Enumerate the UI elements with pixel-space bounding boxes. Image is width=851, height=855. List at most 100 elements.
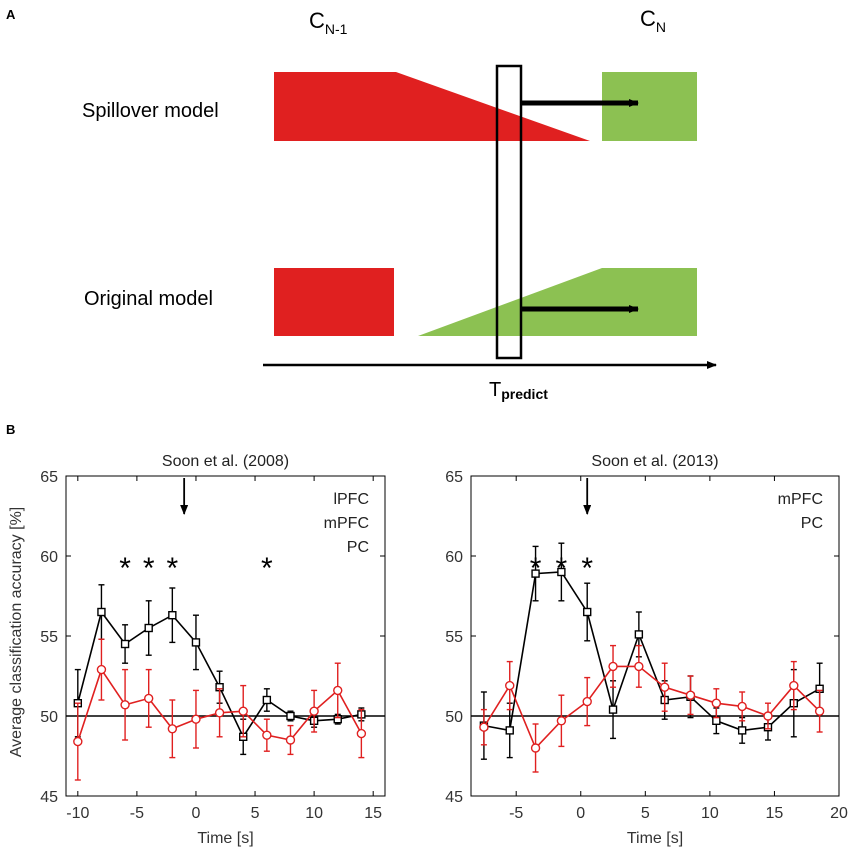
significance-star: * xyxy=(261,552,273,585)
y-tick-label: 45 xyxy=(445,789,463,806)
x-tick-label: 15 xyxy=(364,805,382,822)
data-point-circle xyxy=(120,700,130,710)
x-tick-label: 15 xyxy=(766,805,784,822)
data-point-circle xyxy=(685,690,696,700)
legend-entry: mPFC xyxy=(324,515,369,532)
significance-star: * xyxy=(119,552,131,585)
cn-minus-1-header: CN-1 xyxy=(309,8,348,37)
y-tick-label: 65 xyxy=(40,469,58,486)
data-point-square xyxy=(712,716,721,725)
x-tick-label: 20 xyxy=(830,805,848,822)
data-point-square xyxy=(505,726,514,735)
plot-frame xyxy=(470,475,840,797)
x-tick-label: 0 xyxy=(192,805,201,822)
data-point-circle xyxy=(582,696,592,707)
data-point-circle xyxy=(262,730,272,740)
data-point-circle xyxy=(144,693,154,704)
series-circle xyxy=(479,644,825,773)
legend-entry: PC xyxy=(801,515,823,532)
data-point-circle xyxy=(309,706,319,716)
panel-a-label: A xyxy=(6,7,16,22)
data-point-circle xyxy=(659,682,670,692)
data-point-square xyxy=(144,623,153,633)
x-tick-label: 10 xyxy=(701,805,719,822)
spillover-model-label: Spillover model xyxy=(82,100,219,122)
data-point-square xyxy=(168,611,177,620)
data-point-square xyxy=(120,639,130,649)
y-tick-label: 60 xyxy=(445,549,463,566)
data-point-square xyxy=(608,705,618,714)
chart-soon-2013: 45 50 55 60 65 -5 0 5 10 15 20 Soon et al. (2013) Ti… xyxy=(445,453,848,847)
y-tick-label: 55 xyxy=(40,629,58,646)
data-point-square xyxy=(97,607,106,617)
x-axis-label: Time [s] xyxy=(627,830,683,847)
legend-entry: lPFC xyxy=(333,491,369,508)
data-point-circle xyxy=(333,685,343,696)
data-point-circle xyxy=(737,701,747,712)
data-point-circle xyxy=(634,661,644,672)
x-tick-label: 0 xyxy=(576,805,585,822)
significance-star: * xyxy=(166,552,178,585)
spillover-current-choice-shape xyxy=(602,72,697,141)
x-tick-label: -5 xyxy=(509,805,523,822)
data-point-circle xyxy=(608,661,618,672)
y-tick-label: 55 xyxy=(445,629,463,646)
data-point-circle xyxy=(763,711,773,721)
data-point-circle xyxy=(530,743,541,753)
data-point-circle xyxy=(711,698,722,708)
data-point-circle xyxy=(191,714,201,724)
data-point-circle xyxy=(789,680,799,691)
chart-title: Soon et al. (2008) xyxy=(162,453,289,470)
data-point-circle xyxy=(238,706,248,716)
series-line xyxy=(483,571,820,732)
panel-b-label: B xyxy=(6,422,15,437)
x-tick-label: 10 xyxy=(305,805,323,822)
cn-header: CN xyxy=(640,6,666,35)
data-point-circle xyxy=(814,706,825,716)
data-point-square xyxy=(557,567,566,577)
data-point-circle xyxy=(479,722,489,732)
data-point-circle xyxy=(556,716,567,726)
chart-title: Soon et al. (2013) xyxy=(591,453,718,470)
data-point-circle xyxy=(167,724,178,734)
original-model-label: Original model xyxy=(84,288,213,310)
data-point-circle xyxy=(214,708,225,718)
data-point-square xyxy=(634,630,644,639)
data-point-square xyxy=(531,569,540,578)
data-point-square xyxy=(262,695,272,705)
significance-star: * xyxy=(581,552,593,585)
data-point-square xyxy=(191,638,201,647)
x-tick-label: -5 xyxy=(130,805,144,822)
series-square xyxy=(479,542,824,760)
tpredict-window xyxy=(495,64,523,360)
y-axis-label: Average classification accuracy [%] xyxy=(8,507,25,757)
y-tick-label: 50 xyxy=(40,709,58,726)
y-tick-label: 45 xyxy=(40,789,58,806)
y-tick-label: 65 xyxy=(445,469,463,486)
original-previous-choice-shape xyxy=(274,268,394,336)
data-point-circle xyxy=(96,664,107,675)
x-tick-label: 5 xyxy=(251,805,260,822)
y-tick-label: 60 xyxy=(40,549,58,566)
data-point-circle xyxy=(285,735,296,745)
spillover-previous-choice-shape xyxy=(274,72,590,141)
data-point-square xyxy=(583,607,592,617)
original-current-choice-shape xyxy=(418,268,697,336)
data-point-circle xyxy=(356,728,367,739)
series-line xyxy=(483,665,821,750)
data-point-circle xyxy=(73,736,83,747)
legend-entry: PC xyxy=(347,539,369,556)
chart-soon-2008: 45 50 55 60 65 -10 -5 0 5 10 15 Soon et al. (2008) T… xyxy=(40,453,386,847)
tpredict-label: Tpredict xyxy=(489,379,548,402)
significance-star: * xyxy=(143,552,155,585)
data-point-square xyxy=(737,726,747,735)
y-tick-label: 50 xyxy=(445,709,463,726)
data-point-circle xyxy=(505,680,515,691)
panel-a-schematic: A CN-1 CN Spillover model Original model… xyxy=(6,6,717,402)
series-circle xyxy=(73,638,367,781)
data-point-square xyxy=(286,711,295,721)
legend-entry: mPFC xyxy=(778,491,823,508)
x-tick-label: 5 xyxy=(641,805,650,822)
x-tick-label: -10 xyxy=(66,805,89,822)
